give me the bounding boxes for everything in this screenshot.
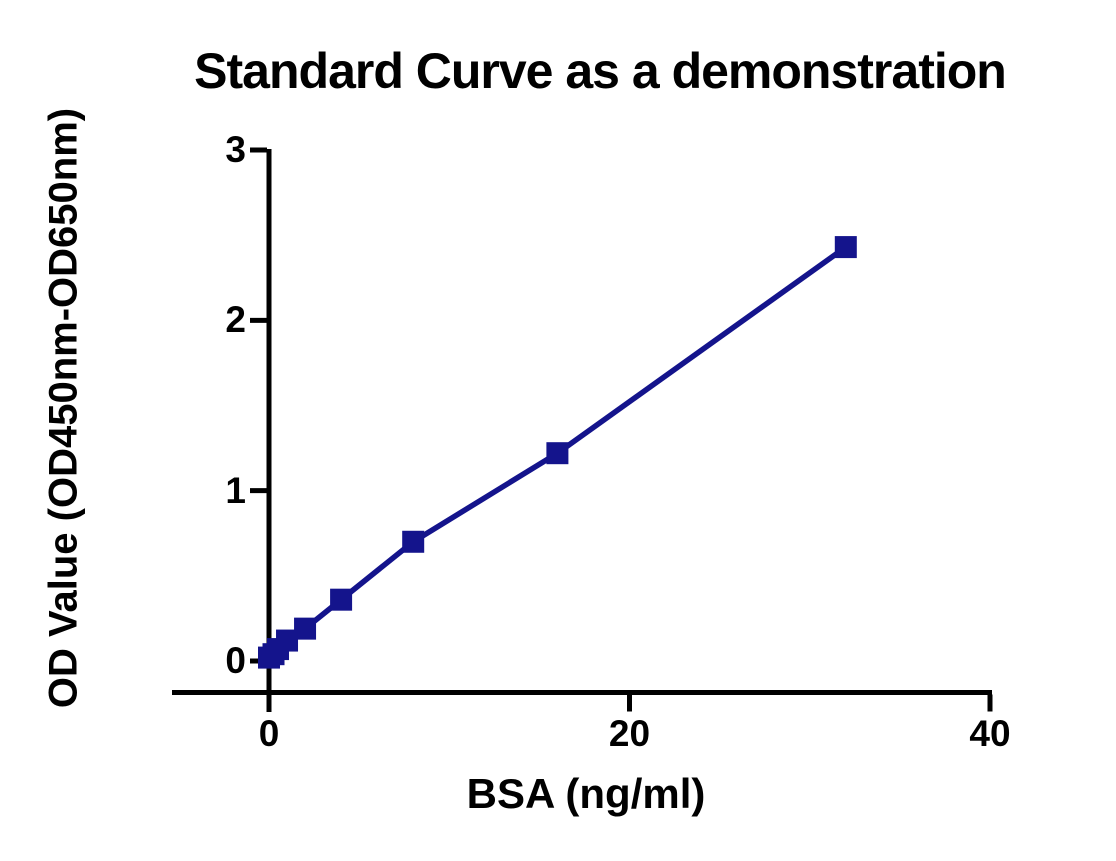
y-tick-label: 3 — [225, 129, 246, 170]
y-tick-label: 1 — [225, 469, 246, 511]
y-tick-label: 2 — [225, 299, 246, 341]
x-tick-label: 20 — [608, 713, 651, 754]
data-point-marker — [294, 617, 317, 640]
x-tick-label: 0 — [258, 713, 280, 754]
x-axis-label: BSA (ng/ml) — [466, 770, 706, 817]
y-tick-label: 0 — [225, 640, 246, 681]
data-point-marker — [546, 442, 569, 465]
x-tick-label: 40 — [969, 713, 1011, 754]
chart-title: Standard Curve as a demonstration — [194, 43, 1007, 99]
data-point-marker — [402, 530, 425, 553]
data-point-marker — [330, 588, 353, 611]
data-point-marker — [834, 236, 857, 259]
data-point-marker — [276, 629, 299, 652]
